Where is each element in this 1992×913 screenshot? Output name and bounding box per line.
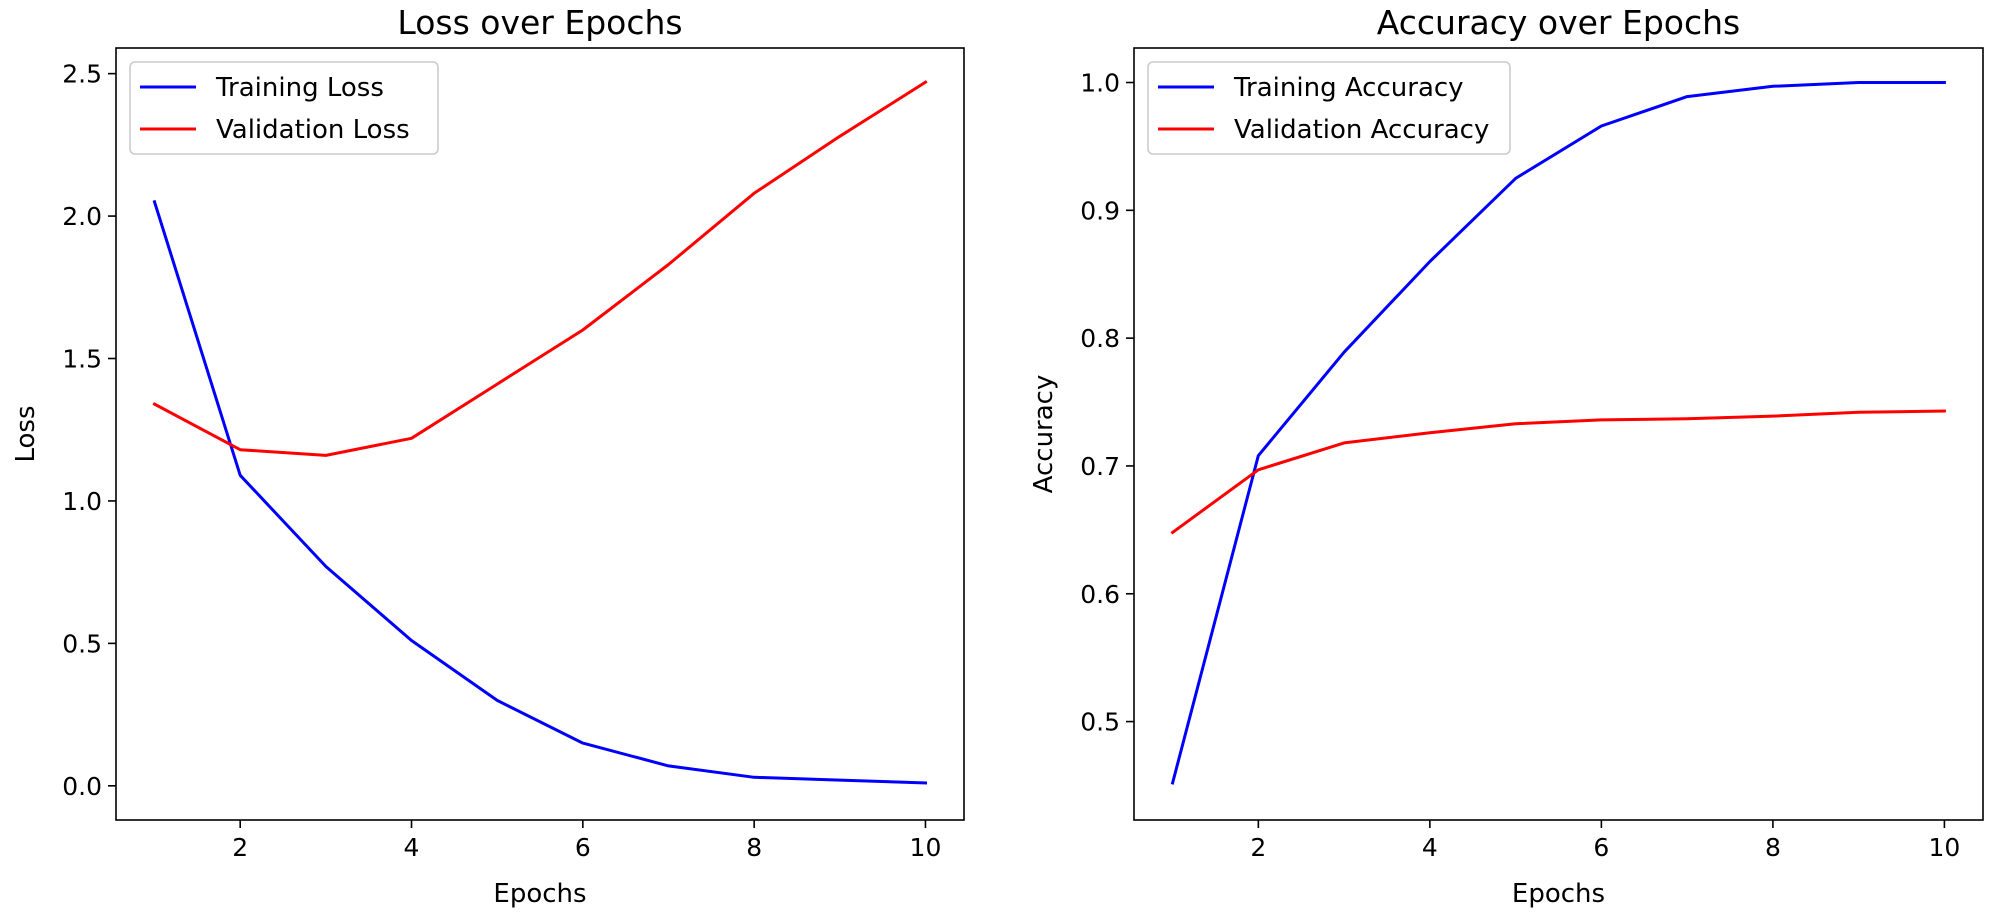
y-axis-label: Accuracy	[1029, 375, 1059, 494]
series-line-1	[1170, 81, 1946, 785]
series-line-1	[152, 199, 928, 785]
y-tick-label: 1.5	[62, 345, 102, 374]
legend: Training Accuracy Validation Accuracy	[1147, 61, 1511, 155]
chart-panel-2: Accuracy over Epochs 2 4 6 8 10 0.5 0.6 0.7 0.8 0.…	[1029, 3, 1984, 909]
x-tick-label: 8	[1765, 833, 1781, 862]
axes-frame	[115, 47, 965, 821]
y-axis-label: Loss	[11, 405, 41, 462]
chart-title: Loss over Epochs	[397, 3, 682, 42]
y-tick-label: 0.6	[1080, 580, 1120, 609]
y-tick-label: 0.5	[62, 629, 102, 658]
y-tick-label: 0.5	[1080, 708, 1120, 737]
series-line-2	[1170, 409, 1946, 535]
legend: Training Loss Validation Loss	[129, 61, 439, 155]
y-tick-label: 0.0	[62, 772, 102, 801]
x-tick-label: 6	[575, 833, 591, 862]
x-tick-label: 2	[232, 833, 248, 862]
y-tick-label: 2.5	[62, 60, 102, 89]
x-tick-label: 2	[1250, 833, 1266, 862]
y-tick-label: 0.7	[1080, 452, 1120, 481]
y-tick-label: 0.8	[1080, 324, 1120, 353]
x-axis-label: Epochs	[1512, 879, 1605, 909]
x-tick-label: 10	[1929, 833, 1961, 862]
legend-box	[1147, 61, 1511, 155]
y-tick-label: 1.0	[62, 487, 102, 516]
legend-label-2: Validation Accuracy	[1234, 115, 1489, 145]
x-tick-label: 8	[746, 833, 762, 862]
legend-label-2: Validation Loss	[216, 115, 410, 145]
y-tick-label: 0.9	[1080, 196, 1120, 225]
legend-label-1: Training Accuracy	[1233, 73, 1464, 103]
x-tick-label: 10	[910, 833, 942, 862]
y-tick-label: 1.0	[1080, 69, 1120, 98]
legend-box	[129, 61, 439, 155]
chart-panel-1: Loss over Epochs 2 4 6 8 10 0.0 0.5 1.0 1.5 2.0 2.5…	[11, 3, 965, 909]
series-line-2	[152, 80, 928, 457]
axes-frame	[1133, 47, 1984, 821]
x-tick-label: 6	[1593, 833, 1609, 862]
legend-label-1: Training Loss	[215, 73, 384, 103]
x-tick-label: 4	[404, 833, 420, 862]
x-axis-label: Epochs	[493, 879, 586, 909]
chart-title: Accuracy over Epochs	[1377, 3, 1740, 42]
y-tick-label: 2.0	[62, 202, 102, 231]
x-tick-label: 4	[1422, 833, 1438, 862]
